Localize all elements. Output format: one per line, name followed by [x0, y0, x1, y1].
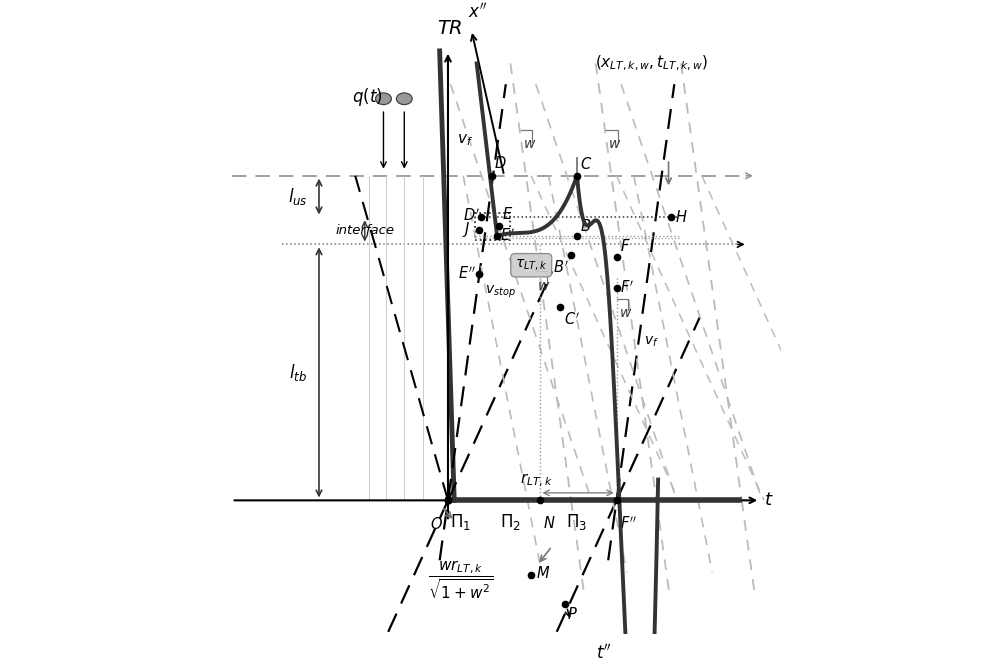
- Text: $C$: $C$: [580, 157, 592, 173]
- Text: interface: interface: [335, 224, 394, 238]
- Text: $w$: $w$: [619, 306, 632, 320]
- Text: $v_{stop}$: $v_{stop}$: [485, 284, 516, 300]
- Text: $H$: $H$: [675, 209, 687, 225]
- Ellipse shape: [396, 93, 412, 105]
- Text: $v_f$: $v_f$: [644, 335, 658, 349]
- Text: $r_{LT,k}$: $r_{LT,k}$: [520, 471, 553, 489]
- Text: $M$: $M$: [536, 565, 550, 581]
- Text: $q(t)$: $q(t)$: [352, 86, 383, 108]
- Text: $C'$: $C'$: [564, 311, 580, 327]
- Text: $t''$: $t''$: [596, 644, 612, 663]
- Bar: [475, 213, 510, 240]
- Text: $TR$: $TR$: [437, 19, 463, 39]
- Text: $v_f$: $v_f$: [457, 133, 473, 148]
- Text: $\dfrac{wr_{LT,k}}{\sqrt{1+w^2}}$: $\dfrac{wr_{LT,k}}{\sqrt{1+w^2}}$: [428, 558, 493, 601]
- Text: $D'$: $D'$: [463, 207, 480, 224]
- Ellipse shape: [376, 93, 391, 105]
- Text: $\Pi_1$: $\Pi_1$: [450, 513, 471, 533]
- Text: $F$: $F$: [620, 238, 630, 254]
- Text: $l_{us}$: $l_{us}$: [288, 186, 308, 207]
- Text: $x''$: $x''$: [468, 3, 487, 22]
- Text: $\Pi_2$: $\Pi_2$: [500, 513, 521, 533]
- Text: $N$: $N$: [543, 515, 555, 531]
- Text: $(x_{LT,k,w},t_{LT,k,w})$: $(x_{LT,k,w},t_{LT,k,w})$: [595, 54, 708, 73]
- Text: $w$: $w$: [537, 279, 551, 293]
- Text: $J$: $J$: [462, 220, 470, 239]
- Text: $t$: $t$: [764, 491, 774, 509]
- Text: $l_{tb}$: $l_{tb}$: [289, 362, 307, 383]
- Text: $w$: $w$: [608, 137, 622, 151]
- Text: $w$: $w$: [523, 137, 536, 151]
- Text: $B$: $B$: [580, 218, 591, 234]
- Text: $O$: $O$: [430, 516, 443, 532]
- Text: $E''$: $E''$: [458, 265, 476, 282]
- Text: $E'$: $E'$: [500, 228, 515, 244]
- Text: $D$: $D$: [494, 155, 507, 171]
- Text: $P$: $P$: [567, 606, 577, 622]
- Text: $\tau_{LT,k}$: $\tau_{LT,k}$: [515, 258, 548, 273]
- Text: $F'$: $F'$: [620, 280, 634, 296]
- Text: $\Pi_3$: $\Pi_3$: [566, 513, 588, 533]
- Text: $F''$: $F''$: [620, 515, 637, 531]
- Text: $B'$: $B'$: [553, 259, 569, 276]
- Text: $E$: $E$: [502, 207, 513, 222]
